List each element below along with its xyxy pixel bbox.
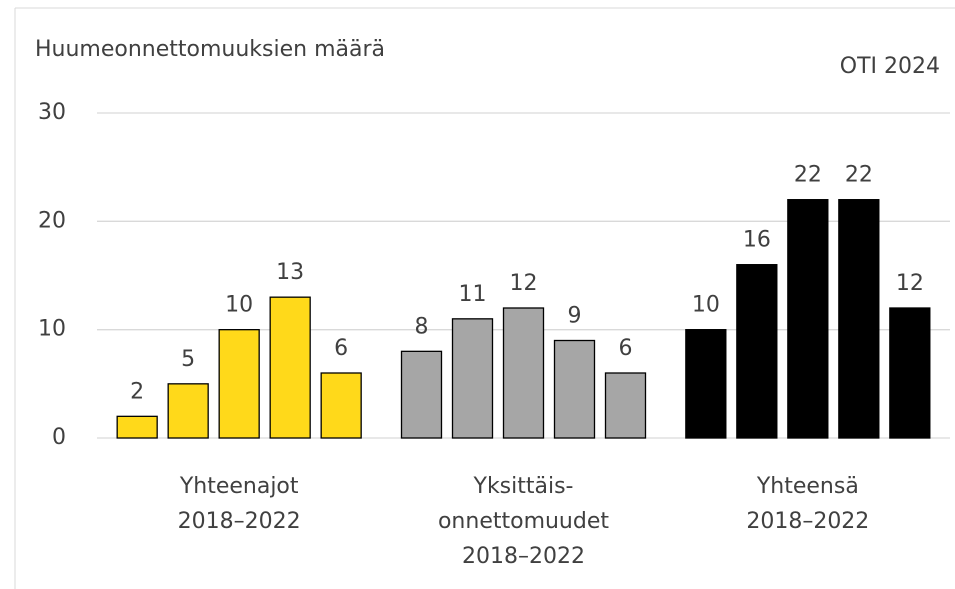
bar [889,307,931,439]
x-tick-label: Yhteensä [756,474,859,499]
bar [167,383,209,439]
data-label: 22 [845,163,873,188]
bar [604,372,647,439]
data-label: 10 [225,293,253,318]
bar [400,350,443,439]
x-tick-label: Yksittäis- [473,474,574,499]
data-label: 12 [510,271,538,296]
x-tick-label: 2018–2022 [462,544,585,569]
y-tick-label: 10 [38,317,66,342]
x-tick-label: onnettomuudet [438,509,609,534]
data-label: 2 [130,379,144,404]
annotation: OTI 2024 [840,54,940,79]
chart-title: Huumeonnettomuuksien määrä [35,37,385,62]
x-tick-label: 2018–2022 [746,509,869,534]
bar [269,296,311,439]
bar [838,199,880,439]
bar [218,329,260,439]
bar [451,318,494,439]
x-tick-label: Yhteenajot [179,474,299,499]
data-label: 12 [896,271,924,296]
data-label: 5 [181,347,195,372]
data-label: 6 [334,336,348,361]
data-label: 9 [568,304,582,329]
x-tick-label: 2018–2022 [178,509,301,534]
bar [502,307,545,439]
data-label: 13 [276,260,304,285]
data-label: 22 [794,163,822,188]
bar [320,372,362,439]
bar [116,415,158,439]
data-label: 11 [459,282,487,307]
data-label: 8 [415,314,429,339]
bar [553,339,596,439]
bar [787,199,829,439]
y-tick-label: 20 [38,208,66,233]
data-label: 10 [692,293,720,318]
data-label: 6 [619,336,633,361]
y-tick-label: 0 [52,425,66,450]
bar [685,329,727,439]
y-tick-label: 30 [38,100,66,125]
bar [736,264,778,439]
data-label: 16 [743,228,771,253]
